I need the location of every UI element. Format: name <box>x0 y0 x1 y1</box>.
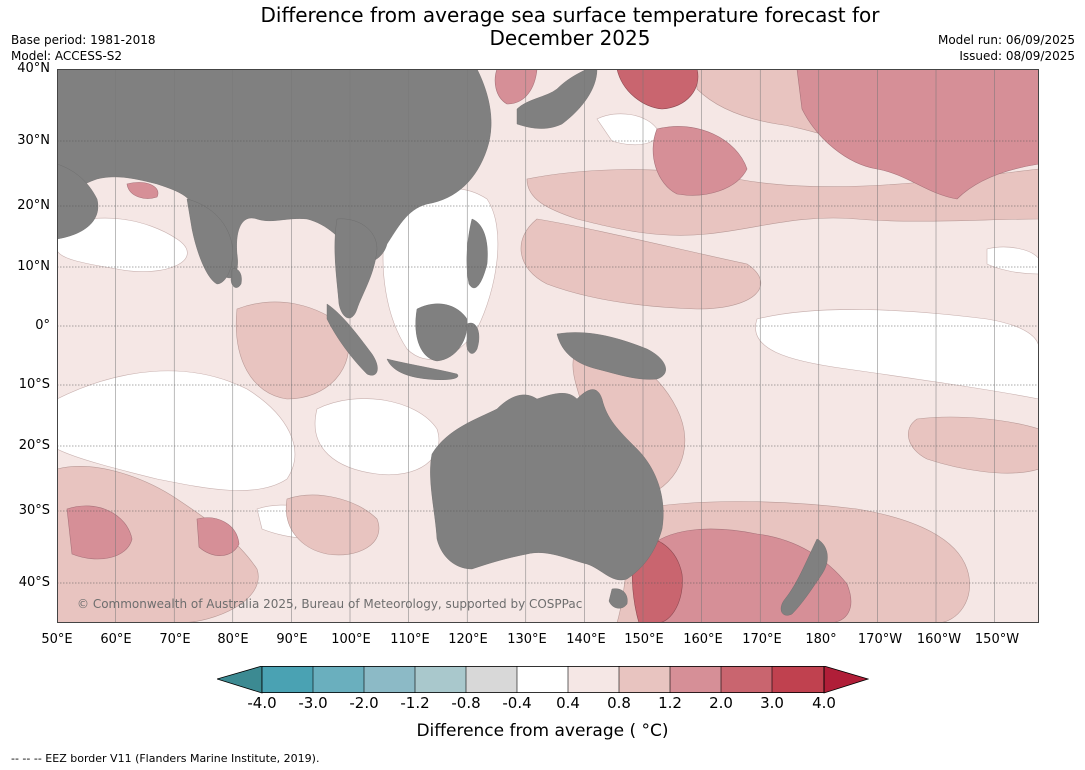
lat-label: 30°S <box>18 503 50 518</box>
lon-label: 130°E <box>507 632 547 647</box>
lon-label: 90°E <box>276 632 308 647</box>
colorbar-low-arrow <box>217 666 263 694</box>
colorbar-tick: 1.2 <box>658 694 682 712</box>
colorbar-segment <box>313 666 364 693</box>
colorbar-segment <box>466 666 517 693</box>
map-title-line1: Difference from average sea surface temp… <box>260 3 880 27</box>
colorbar-high-arrow <box>823 666 869 694</box>
map-canvas <box>57 69 1039 623</box>
lon-label: 110°E <box>390 632 430 647</box>
colorbar-tick: 4.0 <box>812 694 836 712</box>
lon-label: 160°W <box>916 632 962 647</box>
colorbar-tick: -2.0 <box>349 694 379 712</box>
lon-label: 60°E <box>100 632 132 647</box>
eez-footer-note: -- -- -- EEZ border V11 (Flanders Marine… <box>11 752 320 765</box>
colorbar-tick: 0.4 <box>556 694 580 712</box>
sst-anomaly-map: © Commonwealth of Australia 2025, Bureau… <box>57 69 1039 623</box>
anomaly-neutral-regions <box>57 113 1039 539</box>
colorbar-segment <box>619 666 670 693</box>
map-meridians <box>115 69 995 623</box>
lon-label: 150°E <box>624 632 664 647</box>
colorbar-segment <box>670 666 721 693</box>
map-title-line2: December 2025 <box>489 26 651 50</box>
base-period: Base period: 1981-2018 <box>11 33 156 47</box>
map-credit: © Commonwealth of Australia 2025, Bureau… <box>77 597 583 611</box>
colorbar-segment <box>721 666 772 693</box>
colorbar-segment <box>262 666 313 693</box>
colorbar-segment <box>517 666 568 693</box>
meta-right: Model run: 06/09/2025 Issued: 08/09/2025 <box>938 32 1075 64</box>
issued-date: Issued: 08/09/2025 <box>959 49 1075 63</box>
lon-label: 170°W <box>857 632 903 647</box>
lat-label: 30°N <box>17 133 50 148</box>
colorbar-tick: 2.0 <box>709 694 733 712</box>
lat-label: 40°S <box>18 575 50 590</box>
colorbar-segment <box>568 666 619 693</box>
lon-label: 70°E <box>159 632 191 647</box>
colorbar-segment <box>364 666 415 693</box>
lat-label: 20°S <box>18 438 50 453</box>
lat-label: 0° <box>35 318 50 333</box>
lon-label: 170°E <box>742 632 782 647</box>
meta-left: Base period: 1981-2018 Model: ACCESS-S2 <box>11 32 156 64</box>
colorbar-tick: -1.2 <box>400 694 430 712</box>
lat-label: 10°N <box>17 259 50 274</box>
colorbar-segment <box>415 666 466 693</box>
colorbar <box>217 666 869 694</box>
colorbar-tick: 3.0 <box>760 694 784 712</box>
lat-label: 40°N <box>17 61 50 76</box>
lon-label: 100°E <box>331 632 371 647</box>
colorbar-segment <box>772 666 824 693</box>
colorbar-tick: 0.8 <box>607 694 631 712</box>
colorbar-tick: -0.4 <box>502 694 532 712</box>
colorbar-tick: -0.8 <box>451 694 481 712</box>
lon-label: 140°E <box>566 632 606 647</box>
colorbar-tick: -3.0 <box>298 694 328 712</box>
lon-label: 150°W <box>974 632 1020 647</box>
lat-label: 10°S <box>18 377 50 392</box>
lon-label: 50°E <box>41 632 73 647</box>
colorbar-tick: -4.0 <box>247 694 277 712</box>
model-run: Model run: 06/09/2025 <box>937 33 1075 47</box>
lon-label: 80°E <box>217 632 249 647</box>
lon-label: 160°E <box>683 632 723 647</box>
lat-label: 20°N <box>17 198 50 213</box>
lon-label: 120°E <box>448 632 488 647</box>
lon-label: 180° <box>805 632 837 647</box>
model-name: Model: ACCESS-S2 <box>11 49 123 63</box>
colorbar-label: Difference from average ( °C) <box>416 721 669 741</box>
land-masses <box>57 69 828 616</box>
